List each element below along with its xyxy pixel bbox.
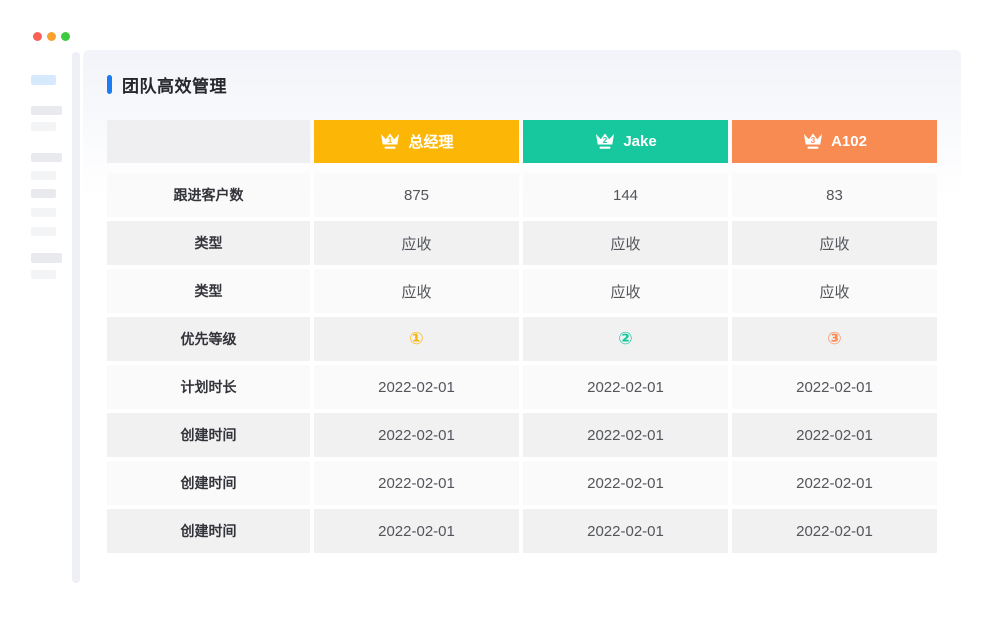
crown-icon: 2 <box>596 133 615 149</box>
row-label: 创建时间 <box>107 509 310 553</box>
row-value: 2022-02-01 <box>732 509 937 553</box>
row-value: 2022-02-01 <box>523 461 728 505</box>
row-value: 2022-02-01 <box>732 365 937 409</box>
close-button[interactable] <box>33 32 42 41</box>
sidebar-item-skeleton <box>31 253 62 263</box>
table-row: 跟进客户数 875 144 83 <box>107 173 937 217</box>
title-accent-bar <box>107 74 112 94</box>
row-label: 计划时长 <box>107 365 310 409</box>
column-header-label: A102 <box>831 133 867 150</box>
row-value: 应收 <box>523 269 728 313</box>
rank-number: 3 <box>811 136 816 145</box>
row-value: 应收 <box>732 269 937 313</box>
table-row: 计划时长 2022-02-01 2022-02-01 2022-02-01 <box>107 365 937 409</box>
row-value: 2022-02-01 <box>314 365 519 409</box>
table-row: 创建时间 2022-02-01 2022-02-01 2022-02-01 <box>107 509 937 553</box>
column-header-rank1[interactable]: 1 总经理 <box>314 120 519 163</box>
column-header-rank2[interactable]: 2 Jake <box>523 120 728 163</box>
column-header-label: Jake <box>623 133 657 150</box>
column-header-label: 总经理 <box>408 134 454 151</box>
row-label: 类型 <box>107 221 310 265</box>
crown-icon: 3 <box>804 133 823 149</box>
row-value: 应收 <box>314 269 519 313</box>
row-value: 2022-02-01 <box>523 413 728 457</box>
row-value: 应收 <box>732 221 937 265</box>
table-row: 类型 应收 应收 应收 <box>107 221 937 265</box>
row-value: 875 <box>314 173 519 217</box>
page-header: 团队高效管理 <box>107 73 937 96</box>
priority-badge-1: ① <box>314 317 519 361</box>
table-row: 创建时间 2022-02-01 2022-02-01 2022-02-01 <box>107 413 937 457</box>
row-value: 2022-02-01 <box>523 509 728 553</box>
page-title: 团队高效管理 <box>122 76 227 96</box>
sidebar-divider <box>72 52 80 583</box>
row-value: 2022-02-01 <box>732 413 937 457</box>
row-value: 2022-02-01 <box>314 509 519 553</box>
sidebar-item-skeleton <box>31 106 62 115</box>
row-value: 2022-02-01 <box>314 461 519 505</box>
maximize-button[interactable] <box>61 32 70 41</box>
row-label: 类型 <box>107 269 310 313</box>
sidebar-item-skeleton <box>31 153 62 162</box>
sidebar-item-skeleton <box>31 171 56 180</box>
row-value: 83 <box>732 173 937 217</box>
rank-number: 2 <box>603 136 608 145</box>
table-row: 创建时间 2022-02-01 2022-02-01 2022-02-01 <box>107 461 937 505</box>
row-label: 优先等级 <box>107 317 310 361</box>
content-card: 团队高效管理 1 总经理 2 <box>83 50 961 595</box>
minimize-button[interactable] <box>47 32 56 41</box>
row-value: 2022-02-01 <box>523 365 728 409</box>
rank-number: 1 <box>388 136 393 145</box>
sidebar-item-skeleton <box>31 122 56 131</box>
table-header-empty-cell <box>107 120 310 163</box>
crown-icon: 1 <box>381 133 400 149</box>
row-label: 跟进客户数 <box>107 173 310 217</box>
row-value: 2022-02-01 <box>732 461 937 505</box>
row-value: 应收 <box>523 221 728 265</box>
ranking-table: 1 总经理 2 Jake 3 <box>107 120 937 553</box>
window-controls <box>33 32 70 41</box>
row-value: 2022-02-01 <box>314 413 519 457</box>
row-label: 创建时间 <box>107 461 310 505</box>
row-value: 144 <box>523 173 728 217</box>
table-row: 类型 应收 应收 应收 <box>107 269 937 313</box>
row-label: 创建时间 <box>107 413 310 457</box>
priority-badge-3: ③ <box>732 317 937 361</box>
column-header-rank3[interactable]: 3 A102 <box>732 120 937 163</box>
sidebar-item-skeleton <box>31 227 56 236</box>
sidebar-item-active <box>31 75 56 85</box>
sidebar-skeleton <box>31 0 71 629</box>
table-header-row: 1 总经理 2 Jake 3 <box>107 120 937 163</box>
sidebar-item-skeleton <box>31 270 56 279</box>
row-value: 应收 <box>314 221 519 265</box>
sidebar-item-skeleton <box>31 208 56 217</box>
table-row-priority: 优先等级 ① ② ③ <box>107 317 937 361</box>
priority-badge-2: ② <box>523 317 728 361</box>
sidebar-item-skeleton <box>31 189 56 198</box>
